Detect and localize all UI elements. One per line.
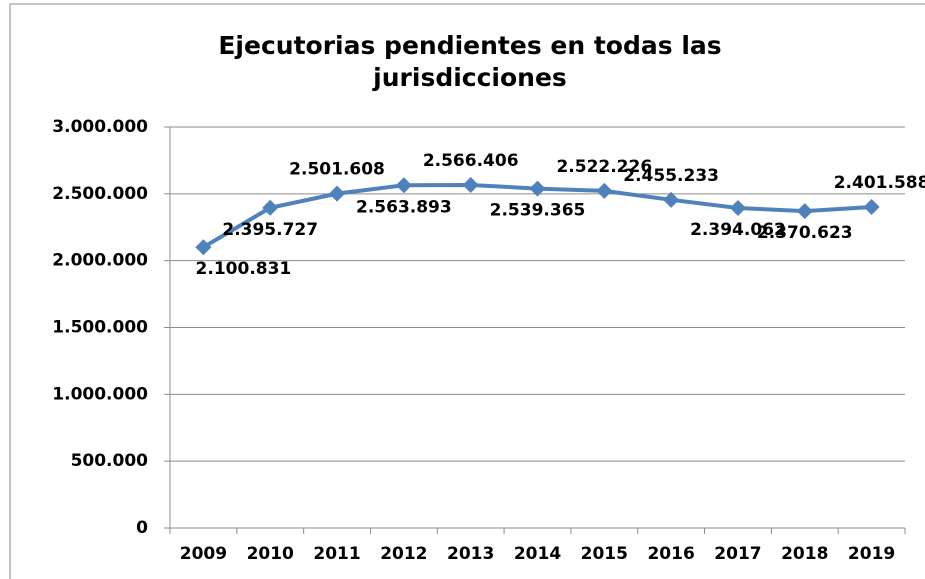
- chart-title: Ejecutorias pendientes en todas las juri…: [218, 31, 722, 92]
- data-label: 2.100.831: [196, 259, 292, 279]
- data-label: 2.566.406: [423, 151, 519, 171]
- point-marker: [863, 198, 880, 215]
- x-tick-label: 2016: [647, 544, 694, 564]
- data-label: 2.539.365: [490, 201, 586, 221]
- x-tick-label: 2012: [380, 544, 427, 564]
- y-tick-label: 2.000.000: [52, 251, 148, 271]
- point-marker: [529, 180, 546, 197]
- data-label: 2.501.608: [289, 160, 385, 180]
- x-tick-label: 2014: [514, 544, 561, 564]
- y-tick-label: 0: [136, 518, 148, 538]
- x-tick-label: 2010: [247, 544, 294, 564]
- data-label: 2.563.893: [356, 197, 452, 217]
- x-tick-label: 2018: [781, 544, 828, 564]
- x-tick-label: 2019: [848, 544, 895, 564]
- data-label: 2.394.062: [690, 220, 786, 240]
- x-tick-label: 2013: [447, 544, 494, 564]
- y-tick-label: 2.500.000: [52, 184, 148, 204]
- point-marker: [663, 191, 680, 208]
- chart-border: [9, 3, 925, 579]
- y-tick-label: 500.000: [71, 451, 149, 471]
- y-tick-label: 3.000.000: [52, 117, 148, 137]
- point-marker: [729, 199, 746, 216]
- x-tick-label: 2009: [180, 544, 227, 564]
- y-tick-label: 1.500.000: [52, 318, 148, 338]
- y-tick-label: 1.000.000: [52, 384, 148, 404]
- point-marker: [796, 203, 813, 220]
- x-tick-label: 2015: [581, 544, 628, 564]
- point-marker: [462, 176, 479, 193]
- point-marker: [329, 185, 346, 202]
- x-tick-label: 2011: [313, 544, 360, 564]
- data-label: 2.395.727: [222, 220, 318, 240]
- point-marker: [596, 182, 613, 199]
- x-tick-label: 2017: [714, 544, 761, 564]
- point-marker: [195, 239, 212, 256]
- data-label: 2.455.233: [623, 166, 719, 186]
- data-label: 2.370.623: [757, 223, 853, 243]
- data-label: 2.401.588: [834, 173, 925, 193]
- point-marker: [262, 199, 279, 216]
- data-label: 2.522.226: [556, 157, 652, 177]
- point-marker: [395, 177, 412, 194]
